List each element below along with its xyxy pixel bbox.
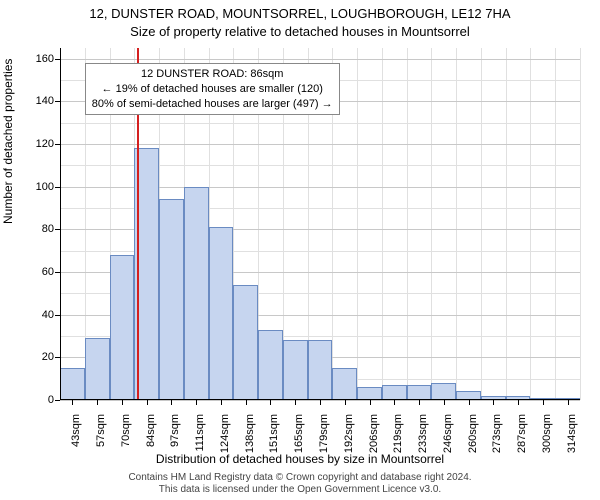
y-tick-label: 120 — [14, 138, 54, 150]
histogram-bar — [110, 255, 135, 400]
histogram-bar — [283, 340, 308, 400]
y-tick-mark — [55, 400, 60, 401]
x-tick-mark — [72, 400, 73, 405]
x-tick-mark — [568, 400, 569, 405]
x-tick-mark — [345, 400, 346, 405]
x-tick-label: 111sqm — [194, 414, 206, 452]
page-title-address: 12, DUNSTER ROAD, MOUNTSORREL, LOUGHBORO… — [0, 6, 600, 21]
x-tick-label: 138sqm — [244, 414, 256, 453]
y-axis-line — [60, 48, 61, 400]
histogram-bar — [382, 385, 407, 400]
histogram-bar — [258, 330, 283, 400]
x-tick-label: 84sqm — [145, 414, 157, 447]
y-tick-label: 20 — [14, 351, 54, 363]
x-tick-label: 260sqm — [467, 414, 479, 453]
x-tick-mark — [246, 400, 247, 405]
x-tick-mark — [97, 400, 98, 405]
x-tick-label: 233sqm — [417, 414, 429, 453]
x-tick-mark — [196, 400, 197, 405]
x-axis-label: Distribution of detached houses by size … — [0, 452, 600, 466]
y-tick-label: 160 — [14, 53, 54, 65]
y-tick-label: 40 — [14, 309, 54, 321]
y-tick-label: 100 — [14, 181, 54, 193]
x-tick-label: 179sqm — [318, 414, 330, 453]
x-tick-label: 287sqm — [516, 414, 528, 453]
x-tick-mark — [270, 400, 271, 405]
x-tick-label: 97sqm — [169, 414, 181, 447]
histogram-bar — [431, 383, 456, 400]
x-tick-label: 300sqm — [541, 414, 553, 453]
histogram-bar — [332, 368, 357, 400]
y-tick-label: 60 — [14, 266, 54, 278]
histogram-plot-area: 12 DUNSTER ROAD: 86sqm← 19% of detached … — [60, 48, 580, 400]
y-tick-label: 80 — [14, 223, 54, 235]
x-tick-mark — [394, 400, 395, 405]
x-tick-mark — [543, 400, 544, 405]
x-tick-mark — [419, 400, 420, 405]
annotation-line: ← 19% of detached houses are smaller (12… — [92, 82, 333, 97]
x-tick-mark — [221, 400, 222, 405]
x-tick-mark — [518, 400, 519, 405]
footer-attribution: Contains HM Land Registry data © Crown c… — [0, 472, 600, 496]
y-tick-label: 140 — [14, 95, 54, 107]
x-tick-label: 57sqm — [95, 414, 107, 447]
x-tick-label: 273sqm — [491, 414, 503, 453]
x-tick-mark — [295, 400, 296, 405]
x-tick-mark — [122, 400, 123, 405]
x-tick-label: 219sqm — [392, 414, 404, 453]
histogram-bar — [407, 385, 432, 400]
x-tick-label: 43sqm — [70, 414, 82, 447]
histogram-bar — [308, 340, 333, 400]
annotation-line: 12 DUNSTER ROAD: 86sqm — [92, 67, 333, 82]
x-tick-mark — [320, 400, 321, 405]
x-tick-label: 206sqm — [368, 414, 380, 453]
footer-line-1: Contains HM Land Registry data © Crown c… — [0, 472, 600, 484]
x-tick-mark — [444, 400, 445, 405]
x-tick-label: 314sqm — [566, 414, 578, 453]
histogram-bar — [209, 227, 234, 400]
annotation-line: 80% of semi-detached houses are larger (… — [92, 97, 333, 112]
histogram-bar — [85, 338, 110, 400]
x-tick-mark — [370, 400, 371, 405]
x-axis-line — [60, 399, 580, 400]
footer-line-2: This data is licensed under the Open Gov… — [0, 484, 600, 496]
histogram-bar — [233, 285, 258, 400]
x-tick-label: 192sqm — [343, 414, 355, 453]
x-tick-mark — [171, 400, 172, 405]
x-tick-label: 70sqm — [120, 414, 132, 447]
y-axis-label: Number of detached properties — [1, 59, 15, 224]
grid-vertical — [580, 48, 581, 400]
y-tick-label: 0 — [14, 394, 54, 406]
property-annotation-box: 12 DUNSTER ROAD: 86sqm← 19% of detached … — [85, 63, 340, 116]
histogram-bar — [184, 187, 209, 400]
x-tick-label: 246sqm — [442, 414, 454, 453]
histogram-bar — [159, 199, 184, 400]
histogram-bar — [60, 368, 85, 400]
x-tick-mark — [469, 400, 470, 405]
x-tick-mark — [147, 400, 148, 405]
x-tick-label: 165sqm — [293, 414, 305, 453]
page-subtitle: Size of property relative to detached ho… — [0, 24, 600, 39]
x-tick-mark — [493, 400, 494, 405]
x-tick-label: 124sqm — [219, 414, 231, 453]
x-tick-label: 151sqm — [268, 414, 280, 453]
